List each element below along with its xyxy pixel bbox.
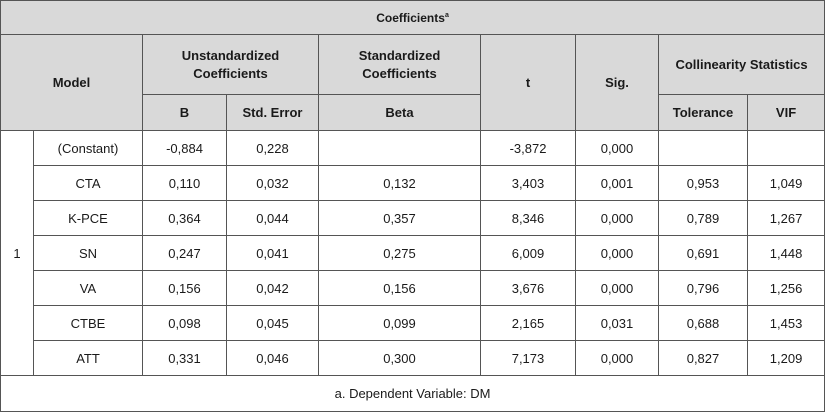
- beta-value: [318, 130, 481, 166]
- beta-value: 0,132: [318, 165, 481, 201]
- sig-value: 0,000: [575, 235, 659, 271]
- t-value: 8,346: [480, 200, 576, 236]
- predictor-name: VA: [33, 270, 143, 306]
- header-tolerance: Tolerance: [658, 94, 748, 131]
- std-error-value: 0,044: [226, 200, 319, 236]
- model-number: 1: [0, 130, 34, 376]
- beta-value: 0,156: [318, 270, 481, 306]
- predictor-name: K-PCE: [33, 200, 143, 236]
- t-value: 3,403: [480, 165, 576, 201]
- b-value: -0,884: [142, 130, 227, 166]
- std-error-value: 0,032: [226, 165, 319, 201]
- beta-value: 0,357: [318, 200, 481, 236]
- predictor-name: CTA: [33, 165, 143, 201]
- std-error-value: 0,042: [226, 270, 319, 306]
- tolerance-value: 0,691: [658, 235, 748, 271]
- header-unstandardized: Unstandardized Coefficients: [142, 34, 319, 95]
- beta-value: 0,275: [318, 235, 481, 271]
- predictor-name: (Constant): [33, 130, 143, 166]
- beta-value: 0,300: [318, 340, 481, 376]
- std-error-value: 0,041: [226, 235, 319, 271]
- tolerance-value: 0,796: [658, 270, 748, 306]
- b-value: 0,110: [142, 165, 227, 201]
- sig-value: 0,000: [575, 130, 659, 166]
- t-value: -3,872: [480, 130, 576, 166]
- table-title-superscript: a: [444, 11, 449, 19]
- b-value: 0,098: [142, 305, 227, 341]
- tolerance-value: 0,789: [658, 200, 748, 236]
- b-value: 0,247: [142, 235, 227, 271]
- vif-value: 1,049: [746, 165, 825, 201]
- vif-value: 1,209: [746, 340, 825, 376]
- table-row: ATT 0,331 0,046 0,300 7,173 0,000 0,827 1,209: [1, 340, 825, 376]
- b-value: 0,156: [142, 270, 227, 306]
- sig-value: 0,031: [575, 305, 659, 341]
- table-row: VA 0,156 0,042 0,156 3,676 0,000 0,796 1,256: [1, 270, 825, 306]
- vif-value: [746, 130, 825, 166]
- std-error-value: 0,046: [226, 340, 319, 376]
- predictor-name: SN: [33, 235, 143, 271]
- header-vif: VIF: [746, 94, 825, 131]
- vif-value: 1,453: [746, 305, 825, 341]
- header-beta: Beta: [318, 94, 481, 131]
- table-title: Coefficientsa: [0, 0, 825, 35]
- vif-value: 1,256: [746, 270, 825, 306]
- predictor-name: ATT: [33, 340, 143, 376]
- table-row: K-PCE 0,364 0,044 0,357 8,346 0,000 0,789 1,267: [1, 200, 825, 236]
- header-standardized: Standardized Coefficients: [318, 34, 481, 95]
- beta-value: 0,099: [318, 305, 481, 341]
- footnote: a. Dependent Variable: DM: [0, 375, 825, 412]
- predictor-name: CTBE: [33, 305, 143, 341]
- header-b: B: [142, 94, 227, 131]
- table-row: CTBE 0,098 0,045 0,099 2,165 0,031 0,688 1,453: [1, 305, 825, 341]
- b-value: 0,331: [142, 340, 227, 376]
- t-value: 7,173: [480, 340, 576, 376]
- table-row: SN 0,247 0,041 0,275 6,009 0,000 0,691 1,448: [1, 235, 825, 271]
- b-value: 0,364: [142, 200, 227, 236]
- vif-value: 1,448: [746, 235, 825, 271]
- std-error-value: 0,228: [226, 130, 319, 166]
- sig-value: 0,000: [575, 340, 659, 376]
- table-row: CTA 0,110 0,032 0,132 3,403 0,001 0,953 1,049: [1, 165, 825, 201]
- sig-value: 0,000: [575, 270, 659, 306]
- table-row: 1 (Constant) -0,884 0,228 -3,872 0,000: [0, 130, 825, 376]
- t-value: 2,165: [480, 305, 576, 341]
- tolerance-value: 0,688: [658, 305, 748, 341]
- t-value: 6,009: [480, 235, 576, 271]
- header-t: t: [480, 34, 576, 131]
- tolerance-value: [658, 130, 748, 166]
- sig-value: 0,000: [575, 200, 659, 236]
- std-error-value: 0,045: [226, 305, 319, 341]
- tolerance-value: 0,953: [658, 165, 748, 201]
- vif-value: 1,267: [746, 200, 825, 236]
- header-sig: Sig.: [575, 34, 659, 131]
- table-title-text: Coefficients: [376, 10, 445, 25]
- sig-value: 0,001: [575, 165, 659, 201]
- t-value: 3,676: [480, 270, 576, 306]
- header-model: Model: [0, 34, 143, 131]
- tolerance-value: 0,827: [658, 340, 748, 376]
- header-std-error: Std. Error: [226, 94, 319, 131]
- header-collinearity: Collinearity Statistics: [657, 34, 825, 95]
